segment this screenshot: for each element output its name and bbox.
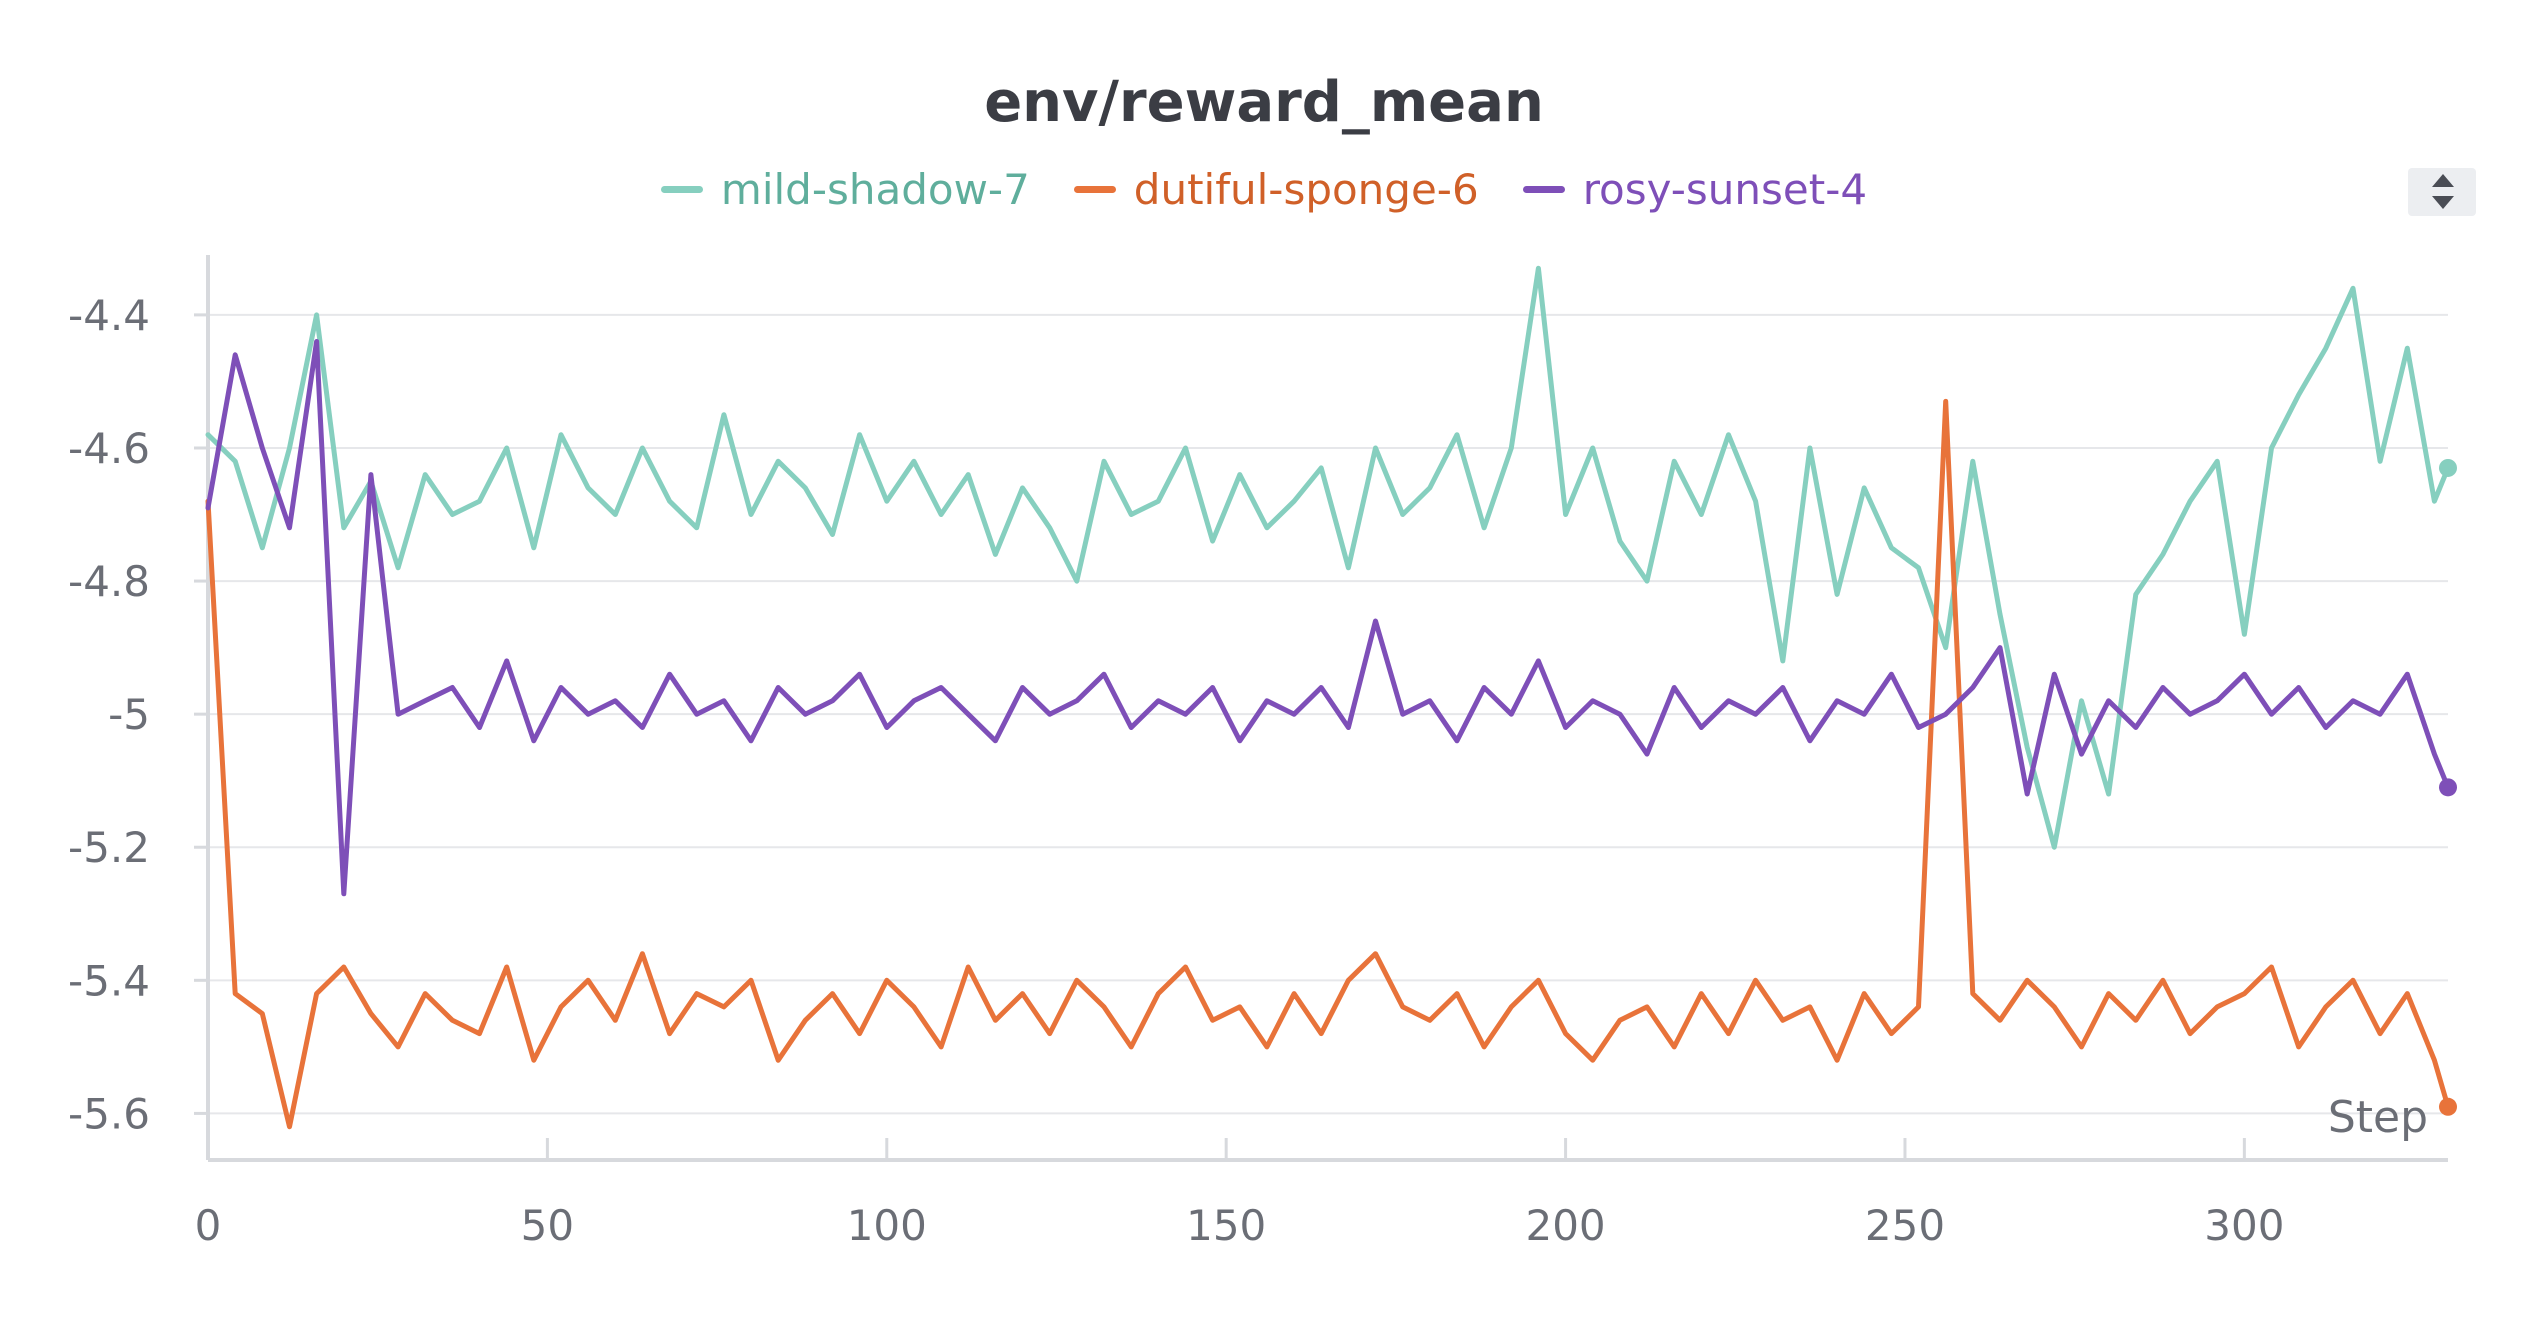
series-line-2 (205, 398, 2451, 1130)
y-tick-label: -5 (108, 690, 150, 739)
series-end-point-2 (2439, 1097, 2457, 1116)
y-tick-label: -4.8 (68, 557, 150, 606)
x-tick-label: 150 (1186, 1201, 1266, 1250)
series-line-3 (205, 339, 2451, 897)
y-tick-label: -5.6 (68, 1089, 150, 1138)
legend-item-series-1[interactable]: mild-shadow-7 (660, 165, 1030, 214)
y-tick-label: -5.4 (68, 956, 150, 1005)
x-tick-label: 0 (195, 1201, 222, 1250)
legend-label-series-2: dutiful-sponge-6 (1133, 165, 1479, 214)
chevron-up-icon[interactable] (2432, 174, 2454, 187)
x-tick-label: 250 (1865, 1201, 1945, 1250)
legend: mild-shadow-7 dutiful-sponge-6 rosy-suns… (0, 165, 2528, 214)
x-axis-label: Step (2328, 1092, 2428, 1143)
legend-scroll-control[interactable] (2408, 168, 2476, 216)
legend-label-series-3: rosy-sunset-4 (1582, 165, 1868, 214)
legend-label-series-1: mild-shadow-7 (720, 165, 1030, 214)
y-tick-label: -4.4 (68, 291, 150, 340)
x-tick-label: 100 (847, 1201, 927, 1250)
x-tick-label: 300 (2204, 1201, 2284, 1250)
legend-swatch-series-2 (1073, 186, 1116, 193)
y-tick-label: -4.6 (68, 424, 150, 473)
y-tick-label: -5.2 (68, 823, 150, 872)
legend-item-series-2[interactable]: dutiful-sponge-6 (1073, 165, 1479, 214)
legend-item-series-3[interactable]: rosy-sunset-4 (1522, 165, 1868, 214)
series-line-1 (205, 265, 2451, 850)
chart-title: env/reward_mean (984, 70, 1544, 135)
legend-swatch-series-1 (660, 186, 703, 193)
legend-swatch-series-3 (1522, 186, 1565, 193)
series-end-point-3 (2439, 778, 2457, 797)
x-tick-label: 50 (521, 1201, 574, 1250)
chevron-down-icon[interactable] (2432, 196, 2454, 209)
series-end-point-1 (2439, 458, 2457, 477)
x-tick-label: 200 (1525, 1201, 1605, 1250)
